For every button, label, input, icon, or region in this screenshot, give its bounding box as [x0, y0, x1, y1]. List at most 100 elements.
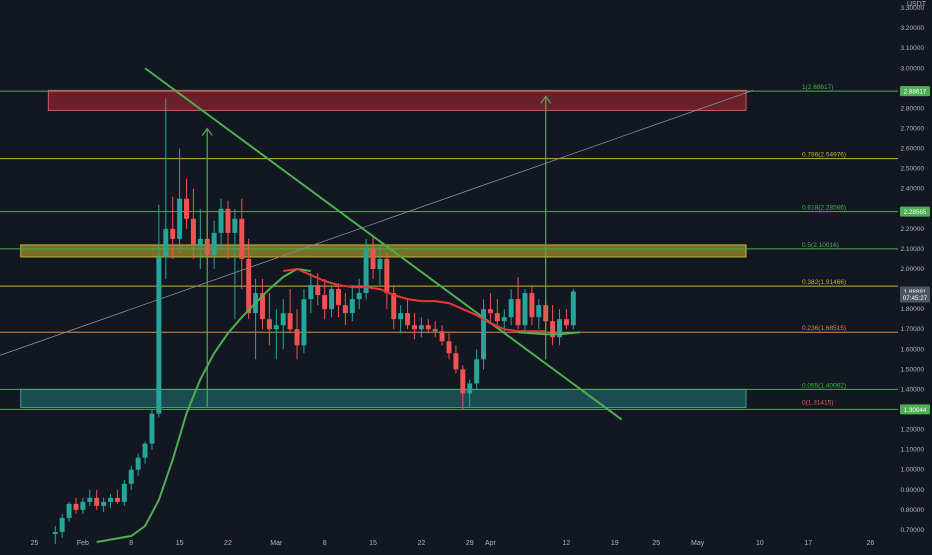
candle-body [121, 483, 127, 502]
descending-trendline [144, 67, 623, 421]
candle-body [501, 317, 507, 322]
candle-body [425, 325, 431, 330]
candle-body [356, 293, 362, 300]
candle-body [481, 309, 487, 360]
time-tick-label: 29 [466, 540, 474, 547]
candle-body [280, 313, 286, 326]
price-tick-label: 2.50000 [901, 166, 925, 173]
price-tick-label: 1.80000 [901, 306, 925, 313]
fib-level-label: 0.382(1.91466) [802, 279, 846, 286]
trendlines-layer [0, 67, 754, 421]
candle-body [218, 208, 224, 233]
candle-body [411, 325, 417, 330]
candle-body [232, 218, 238, 233]
time-tick-label: 25 [31, 540, 39, 547]
time-tick-label: Mar [270, 540, 283, 547]
resistance-zone-top [47, 89, 747, 111]
candle-body [184, 198, 189, 219]
price-badge-label: 1.30044 [904, 407, 927, 414]
price-tick-label: 1.40000 [901, 386, 925, 393]
candle-body [384, 258, 390, 294]
candle-body [94, 497, 100, 506]
price-tick-label: 2.00000 [901, 266, 925, 273]
arrow-head [201, 127, 213, 136]
fib-level-label: 0.786(2.54976) [802, 152, 846, 159]
time-tick-label: May [691, 540, 705, 547]
candle-body [563, 319, 569, 326]
price-badge-label: 07:45:27 [903, 295, 928, 302]
candle-body [432, 329, 438, 332]
support-zone [20, 388, 747, 409]
price-tick-label: 2.20000 [901, 226, 925, 233]
time-tick-label: Apr [485, 540, 497, 547]
candle-body [266, 319, 272, 330]
candle-body [273, 325, 279, 330]
horizontal-levels-layer [0, 90, 898, 410]
candle-body [239, 218, 245, 259]
price-badge-label: 1.88881 [904, 289, 927, 296]
candle-body [128, 469, 134, 484]
price-tick-label: 1.60000 [901, 346, 925, 353]
candle-body [149, 413, 155, 444]
candle-body [315, 285, 321, 296]
price-tick-label: 1.50000 [901, 366, 925, 373]
candle-body [87, 497, 93, 502]
time-tick-label: 15 [176, 540, 184, 547]
candle-body [287, 313, 293, 330]
currency-label: USDT [907, 1, 927, 8]
candle-body [108, 497, 114, 502]
candle-body [349, 299, 355, 314]
time-tick-label: 15 [369, 540, 377, 547]
price-tick-label: 1.20000 [901, 427, 925, 434]
price-tick-label: 2.80000 [901, 105, 925, 112]
price-tick-label: 1.00000 [901, 467, 925, 474]
time-tick-label: 19 [611, 540, 619, 547]
arrows-layer [201, 95, 552, 408]
candle-body [80, 501, 86, 510]
candle-body [453, 353, 459, 370]
candle-body [225, 208, 231, 233]
candle-body [550, 321, 556, 338]
candle-body [190, 218, 196, 245]
zones-layer [20, 89, 747, 409]
price-tick-label: 3.00000 [901, 65, 925, 72]
candle-body [260, 293, 265, 320]
time-tick-label: 22 [224, 540, 232, 547]
price-badge [900, 206, 930, 217]
candle-body [570, 291, 576, 326]
fib-level-label: 0.618(2.28566) [802, 205, 846, 212]
candle-body [487, 309, 493, 314]
price-tick-label: 3.10000 [901, 45, 925, 52]
arrow-head [540, 95, 552, 104]
price-badge [900, 292, 930, 303]
price-badge [900, 404, 930, 415]
candle-body [335, 289, 341, 306]
price-tick-label: 1.10000 [901, 447, 925, 454]
time-tick-label: 26 [866, 540, 874, 547]
time-tick-label: 12 [563, 540, 571, 547]
time-tick-label: 8 [323, 540, 327, 547]
time-axis[interactable]: 25 Feb 8 15 22 Mar 8 15 22 29 Apr 12 19 25 May 10 17 26 [31, 540, 875, 547]
price-tick-label: 2.70000 [901, 125, 925, 132]
candle-body [211, 232, 217, 255]
candle-body [59, 517, 65, 532]
candle-body [156, 256, 162, 414]
price-tick-label: 2.40000 [901, 186, 925, 193]
candle-body [66, 503, 72, 518]
candle-body [114, 497, 120, 502]
price-tick-label: 2.10000 [901, 246, 925, 253]
moving-average-line [96, 267, 311, 543]
candle-body [52, 531, 58, 534]
candle-body [474, 359, 480, 384]
candle-body [418, 325, 424, 330]
candle-body [342, 305, 348, 314]
time-tick-label: 25 [652, 540, 660, 547]
candle-body [142, 443, 148, 458]
candle-body [101, 501, 107, 506]
candle-body [377, 258, 383, 269]
candle-body [405, 313, 411, 326]
candle-body [515, 299, 521, 326]
